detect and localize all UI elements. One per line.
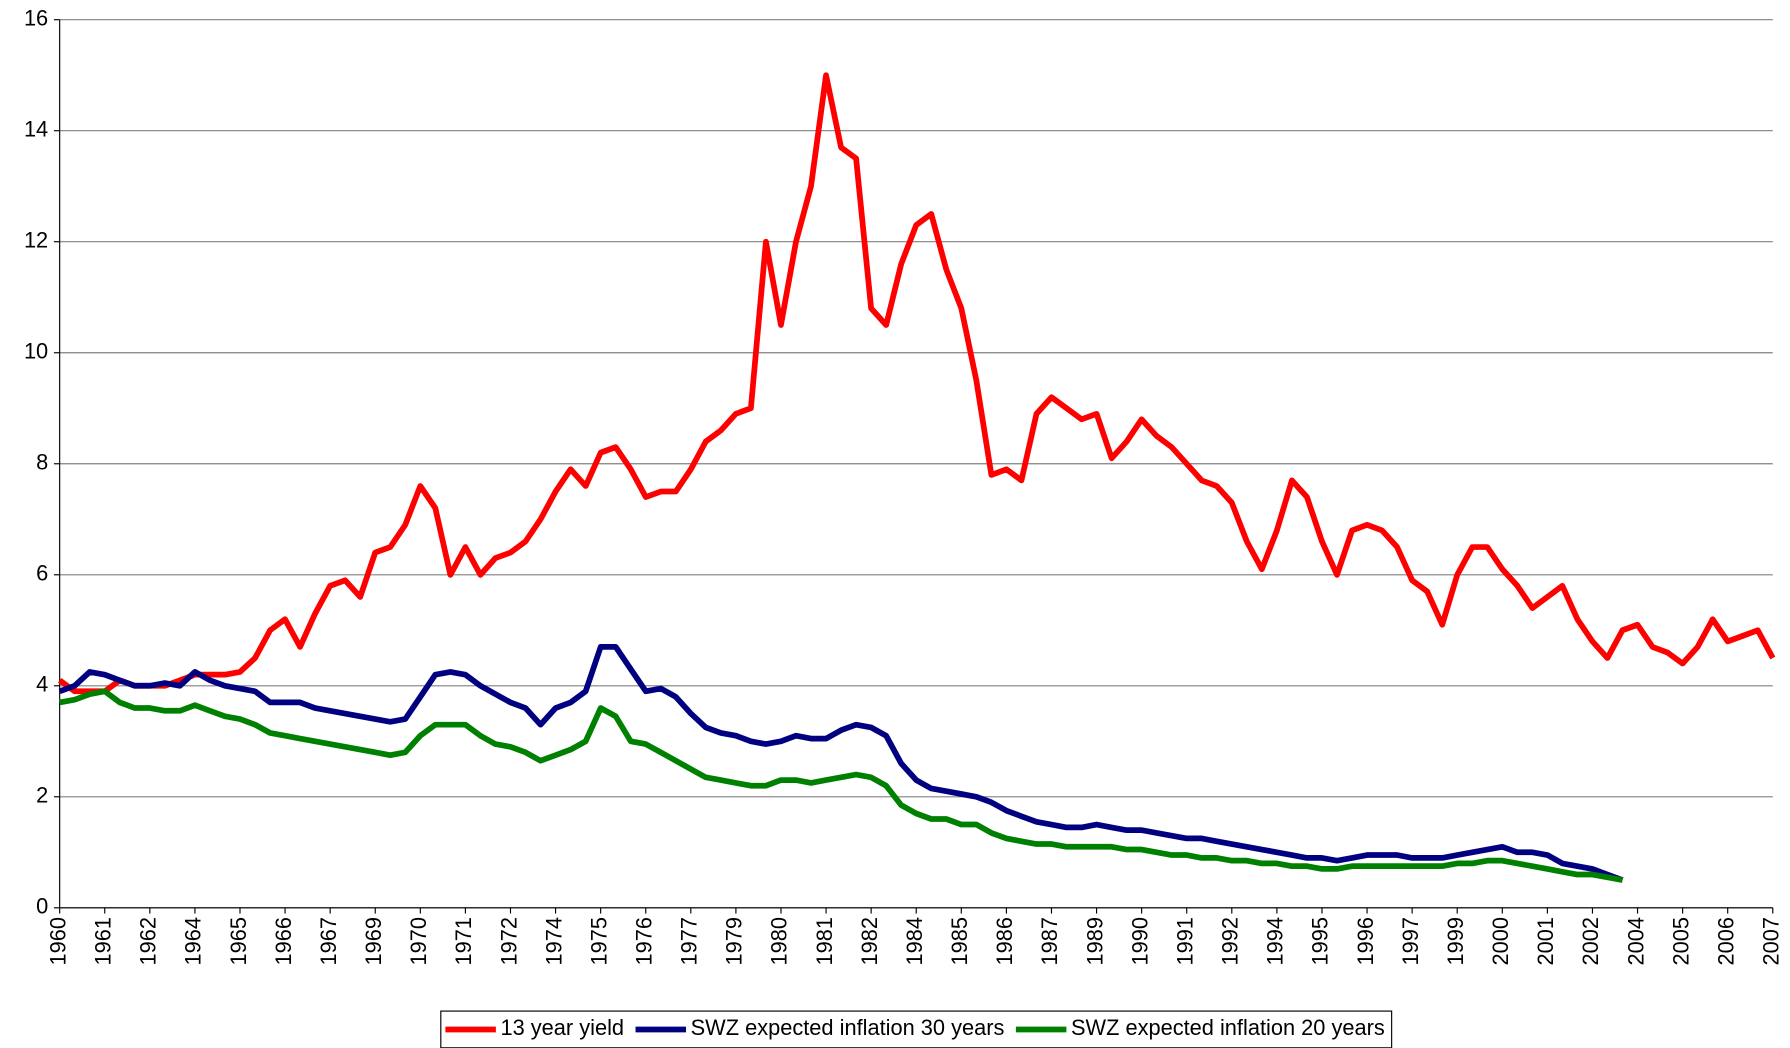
x-tick-label: 1975 xyxy=(586,917,611,966)
x-tick-label: 2000 xyxy=(1488,917,1513,966)
x-tick-label: 2007 xyxy=(1759,917,1784,966)
x-tick-label: 1972 xyxy=(496,917,521,966)
x-tick-label: 1962 xyxy=(136,917,161,966)
y-tick-label: 12 xyxy=(24,227,48,252)
x-tick-label: 1981 xyxy=(812,917,837,966)
x-tick-label: 1999 xyxy=(1443,917,1468,966)
x-tick-label: 1960 xyxy=(45,917,70,966)
legend-label: SWZ expected inflation 20 years xyxy=(1071,1015,1385,1040)
legend-label: 13 year yield xyxy=(500,1015,624,1040)
x-tick-label: 1987 xyxy=(1037,917,1062,966)
x-tick-label: 1964 xyxy=(181,917,206,966)
x-tick-label: 1985 xyxy=(947,917,972,966)
x-tick-label: 1984 xyxy=(902,917,927,966)
x-tick-label: 1961 xyxy=(91,917,116,966)
series-line xyxy=(57,72,1776,695)
y-tick-label: 10 xyxy=(24,339,48,364)
y-tick-label: 16 xyxy=(24,5,48,30)
y-tick-label: 14 xyxy=(24,116,48,141)
x-tick-label: 1980 xyxy=(767,917,792,966)
x-tick-label: 1997 xyxy=(1398,917,1423,966)
x-tick-label: 1965 xyxy=(226,917,251,966)
x-tick-label: 1982 xyxy=(857,917,882,966)
x-tick-label: 1994 xyxy=(1263,917,1288,966)
x-tick-label: 1996 xyxy=(1353,917,1378,966)
x-tick-label: 1989 xyxy=(1082,917,1107,966)
x-tick-label: 1991 xyxy=(1172,917,1197,966)
x-tick-label: 1976 xyxy=(632,917,657,966)
x-tick-label: 1977 xyxy=(677,917,702,966)
x-tick-label: 1966 xyxy=(271,917,296,966)
legend-box xyxy=(440,1010,1393,1048)
x-tick-label: 1971 xyxy=(451,917,476,966)
x-tick-label: 1986 xyxy=(992,917,1017,966)
x-tick-label: 2005 xyxy=(1668,917,1693,966)
legend: 13 year yield SWZ expected inflation 30 y… xyxy=(440,1010,1393,1048)
x-tick-label: 1995 xyxy=(1308,917,1333,966)
x-tick-label: 1969 xyxy=(361,917,386,966)
y-tick-label: 6 xyxy=(36,561,48,586)
y-tick-label: 0 xyxy=(36,894,48,919)
y-tick-label: 4 xyxy=(36,672,48,697)
x-tick-label: 1974 xyxy=(541,917,566,966)
x-tick-label: 1992 xyxy=(1218,917,1243,966)
y-tick-label: 2 xyxy=(36,783,48,808)
x-tick-label: 2002 xyxy=(1578,917,1603,966)
legend-label: SWZ expected inflation 30 years xyxy=(691,1015,1005,1040)
series-line xyxy=(59,688,1623,883)
x-tick-label: 1970 xyxy=(406,917,431,966)
x-tick-label: 1967 xyxy=(316,917,341,966)
x-tick-label: 2001 xyxy=(1533,917,1558,966)
x-tick-label: 2006 xyxy=(1713,917,1738,966)
x-tick-label: 1979 xyxy=(722,917,747,966)
series-line xyxy=(58,644,1624,883)
y-tick-label: 8 xyxy=(36,450,48,475)
x-tick-label: 2004 xyxy=(1623,917,1648,966)
x-tick-label: 1990 xyxy=(1127,917,1152,966)
